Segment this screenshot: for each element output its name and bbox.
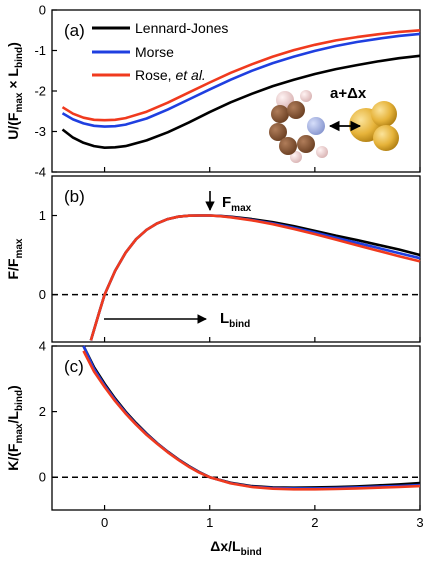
series-line-lennard-jones-panel-c [82,345,421,490]
ytick-label: -4 [34,165,46,180]
xtick-label: 1 [206,515,213,530]
xtick-label: 3 [416,515,423,530]
ytick-label: 0 [39,3,46,18]
panel-c-series [82,345,421,491]
legend-label-morse: Morse [135,44,174,60]
panel-b-label: (b) [64,187,85,206]
series-line-rose-panel-c [82,350,421,491]
panel-a-series [61,29,421,149]
panel-c-frame [51,345,421,511]
panel-a-yticks: -4 -3 -2 -1 0 [34,3,57,180]
panel-a-ylabel: U/(Fmax × Lbind) [5,42,25,140]
legend-label-rose-main: Rose, [135,67,175,83]
panel-b-series [89,214,421,341]
panel-a: -4 -3 -2 -1 0 (a) Lennard-Jones Morse Rose, … [34,3,421,180]
x-axis-ticks: 0 1 2 3 [101,167,424,530]
ytick-label: 4 [39,339,46,354]
series-line-morse-panel-a [61,32,421,128]
ytick-label: -3 [34,124,46,139]
panel-b-frame [51,175,421,343]
series-line-morse-panel-c [82,345,421,490]
legend-label-lennard-jones: Lennard-Jones [135,20,228,36]
panel-a-label: (a) [64,21,85,40]
ytick-label: 0 [39,470,46,485]
panel-c-label: (c) [64,357,84,376]
fmax-annotation: Fmax [222,194,252,214]
inset-label: a+Δx [330,85,367,102]
xtick-label: 0 [101,515,108,530]
ytick-label: 2 [39,404,46,419]
legend: Lennard-Jones Morse Rose, et al. [92,20,228,83]
molecule-inset-illustration [269,90,399,163]
ytick-label: 0 [39,287,46,302]
ytick-label: -1 [34,43,46,58]
lbind-annotation: Lbind [220,310,250,330]
series-line-rose-panel-a [61,29,421,122]
panel-b-yticks: 01 [39,208,57,302]
legend-label-rose-italic: et al. [175,67,205,83]
xtick-label: 2 [311,515,318,530]
series-line-lennard-jones-panel-a [61,54,421,149]
panel-c-ylabel: K/(Fmax/Lbind) [5,385,25,470]
panel-b: 01 (b) Fmax Lbind [39,175,421,343]
ytick-label: -2 [34,84,46,99]
legend-label-rose: Rose, et al. [135,67,206,83]
series-line-rose-panel-b [89,214,421,341]
panel-c-yticks: 0 2 4 [39,339,57,485]
panel-b-ylabel: F/Fmax [5,238,25,279]
x-axis-label: Δx/Lbind [210,538,261,558]
ytick-label: 1 [39,208,46,223]
